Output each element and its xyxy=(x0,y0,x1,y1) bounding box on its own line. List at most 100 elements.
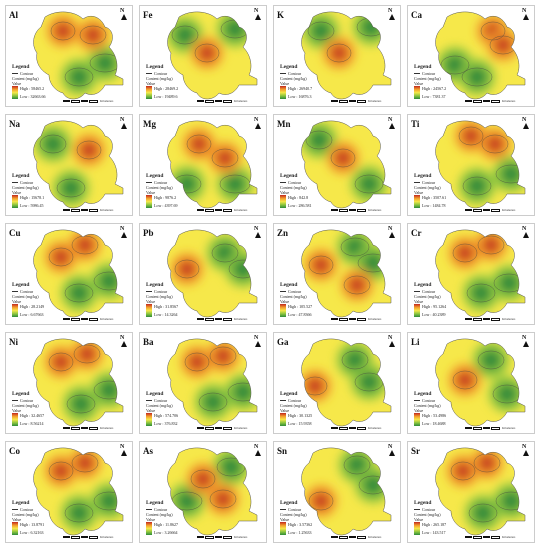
legend-content-label: Content (mg/kg) xyxy=(146,76,173,81)
legend-content-label: Content (mg/kg) xyxy=(414,76,441,81)
contour-line-swatch xyxy=(146,291,152,292)
legend-value-label: Value xyxy=(414,299,424,304)
legend-value-label: Value xyxy=(146,408,156,413)
scale-units: Kilometers xyxy=(368,426,382,430)
color-ramp xyxy=(146,304,152,317)
contour-line-swatch xyxy=(414,509,420,510)
north-arrow-icon: N xyxy=(388,335,395,347)
legend-content-label: Content (mg/kg) xyxy=(146,512,173,517)
contour-line xyxy=(64,283,94,303)
scale-segment xyxy=(331,536,338,538)
scale-segment xyxy=(205,208,214,212)
arrow-up-icon xyxy=(523,123,529,129)
legend-title: Legend xyxy=(146,64,164,70)
north-arrow-icon: N xyxy=(388,444,395,456)
legend-ramp-row: High : 15678.1 Low : 5986.45 xyxy=(12,195,60,208)
north-arrow-icon: N xyxy=(522,335,529,347)
element-label: Zn xyxy=(277,228,289,238)
scale-units: Kilometers xyxy=(100,99,114,103)
scale-segment xyxy=(331,427,338,429)
legend-value-label: Value xyxy=(146,81,156,86)
legend-value-label: Value xyxy=(146,190,156,195)
legend-contour-label: Contour xyxy=(154,71,168,76)
choropleth-map xyxy=(407,114,535,216)
legend-contour-row: Contour xyxy=(414,71,462,76)
scale-segment xyxy=(483,209,490,211)
north-label: N xyxy=(522,8,527,14)
legend-ramp-row: High : 58465.2 Low : 32663.66 xyxy=(12,86,60,99)
legend-contour-row: Contour xyxy=(414,507,462,512)
map-frame xyxy=(139,441,267,543)
element-label: Co xyxy=(9,446,20,456)
color-ramp xyxy=(146,195,152,208)
north-arrow-icon: N xyxy=(522,8,529,20)
legend-contour-label: Contour xyxy=(422,180,436,185)
element-label: Cr xyxy=(411,228,422,238)
contour-line xyxy=(477,235,505,255)
contour-line-swatch xyxy=(12,400,18,401)
legend-contour-label: Contour xyxy=(422,507,436,512)
scale-units: Kilometers xyxy=(502,208,516,212)
legend-content-label: Content (mg/kg) xyxy=(414,185,441,190)
arrow-up-icon xyxy=(389,232,395,238)
basin-boundary xyxy=(167,338,258,427)
legend-contour-row: Contour xyxy=(146,507,194,512)
scale-segment xyxy=(81,318,88,320)
contour-line xyxy=(307,21,335,41)
legend-low-value: Low : 8.56214 xyxy=(20,421,44,426)
element-label: Na xyxy=(9,119,20,129)
contour-line xyxy=(48,352,74,372)
contour-line xyxy=(79,25,107,45)
north-arrow-icon: N xyxy=(254,226,261,238)
contour-line-swatch xyxy=(146,400,152,401)
legend-title: Legend xyxy=(280,500,298,506)
contour-line xyxy=(93,271,123,291)
contour-line-swatch xyxy=(414,182,420,183)
north-label: N xyxy=(522,335,527,341)
ramp-labels: High : 95.1264 Low : 40.2389 xyxy=(422,304,446,317)
contour-line-swatch xyxy=(12,182,18,183)
scale-units: Kilometers xyxy=(502,99,516,103)
scale-segment xyxy=(223,99,232,103)
scale-units: Kilometers xyxy=(100,208,114,212)
scale-segment xyxy=(205,426,214,430)
scale-segment xyxy=(491,208,500,212)
legend-title: Legend xyxy=(280,282,298,288)
contour-line xyxy=(71,235,99,255)
north-arrow-icon: N xyxy=(522,117,529,129)
legend-contour-label: Contour xyxy=(422,289,436,294)
legend-value-label: Value xyxy=(12,517,22,522)
arrow-up-icon xyxy=(523,14,529,20)
ramp-labels: High : 105.527 Low : 47.8366 xyxy=(288,304,312,317)
map-panel-ni: Ni N Legend Contour Content (mg/kg) Value High… xyxy=(5,332,133,434)
scale-segment xyxy=(339,535,348,539)
scale-units: Kilometers xyxy=(100,426,114,430)
scale-segment xyxy=(491,426,500,430)
map-panel-as: As N Legend Contour Content (mg/kg) Value High… xyxy=(139,441,267,543)
scale-units: Kilometers xyxy=(368,99,382,103)
contour-line xyxy=(211,148,239,168)
legend-low-value: Low : 286.581 xyxy=(288,203,312,208)
map-frame xyxy=(407,5,535,107)
scale-bar: Kilometers xyxy=(197,426,247,430)
legend-title: Legend xyxy=(414,64,432,70)
basin-boundary xyxy=(435,338,526,427)
color-ramp xyxy=(12,304,18,317)
legend-title: Legend xyxy=(12,391,30,397)
element-label: Mn xyxy=(277,119,291,129)
legend-title: Legend xyxy=(414,391,432,397)
legend-content-label: Content (mg/kg) xyxy=(146,185,173,190)
scale-segment xyxy=(71,317,80,321)
ramp-labels: High : 28469.2 Low : 19489.6 xyxy=(154,86,178,99)
scale-bar: Kilometers xyxy=(331,317,381,321)
ramp-labels: High : 32.4657 Low : 8.56214 xyxy=(20,413,44,426)
legend-content-label: Content (mg/kg) xyxy=(12,76,39,81)
scale-units: Kilometers xyxy=(368,317,382,321)
legend-high-value: High : 3.57362 xyxy=(288,522,313,527)
scale-segment xyxy=(81,209,88,211)
legend-content-label: Content (mg/kg) xyxy=(12,185,39,190)
legend-contour-row: Contour xyxy=(12,71,60,76)
legend-contour-row: Contour xyxy=(414,180,462,185)
basin-boundary xyxy=(33,447,124,536)
north-label: N xyxy=(388,8,393,14)
